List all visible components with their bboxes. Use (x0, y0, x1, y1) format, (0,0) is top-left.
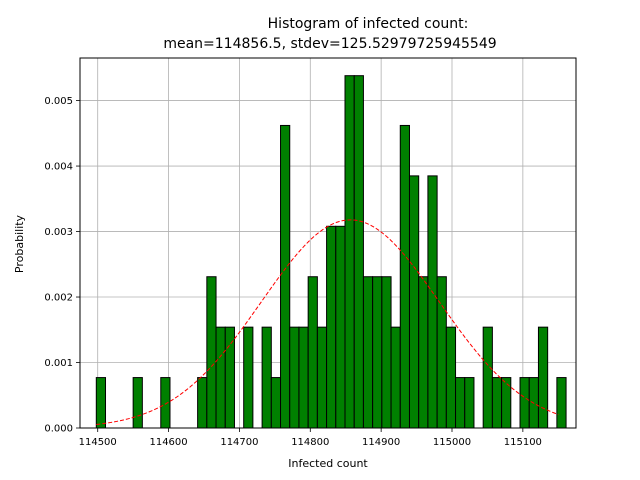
histogram-bar (436, 276, 447, 429)
x-axis-ticks: 114500 114600 114700 114800 114900 115000 1151… (79, 428, 542, 448)
chart-title-line2: mean=114856.5, stdev=125.52979725945549 (163, 36, 496, 52)
y-tick-label: 0.003 (44, 227, 73, 238)
histogram-bars (95, 75, 567, 429)
histogram-bar (270, 377, 282, 429)
histogram-bar (95, 377, 107, 429)
histogram-bar (335, 225, 346, 429)
histogram-bar (326, 225, 337, 429)
grid (80, 58, 576, 429)
histogram-bar (418, 276, 429, 429)
histogram-bar (372, 276, 383, 429)
histogram-bar (316, 326, 328, 429)
x-tick-label: 115000 (433, 437, 471, 448)
histogram-bar (243, 326, 254, 429)
histogram-bar (160, 377, 171, 429)
x-tick-label: 114800 (291, 437, 329, 448)
chart-title-line1: Histogram of infected count: (268, 16, 469, 32)
histogram-bar (537, 326, 549, 429)
x-tick-label: 114900 (362, 437, 400, 448)
histogram-bar (482, 326, 493, 429)
x-axis-label: Infected count (288, 457, 368, 470)
histogram-bar (344, 75, 355, 429)
histogram-bar (307, 276, 318, 429)
histogram-bar (408, 175, 420, 429)
histogram-bar (556, 377, 567, 429)
x-tick-label: 114700 (220, 437, 258, 448)
histogram-bar (215, 326, 226, 429)
y-tick-label: 0.000 (44, 424, 73, 435)
histogram-bar (362, 276, 374, 429)
histogram-bar (353, 75, 364, 429)
histogram-bar (501, 377, 512, 429)
x-tick-label: 115100 (504, 437, 542, 448)
x-tick-label: 114500 (79, 437, 117, 448)
histogram-bar (491, 377, 503, 429)
histogram-bar (427, 175, 438, 429)
histogram-bar (381, 276, 392, 429)
histogram-bar (289, 326, 300, 429)
x-tick-label: 114600 (149, 437, 187, 448)
y-axis-ticks: 0.000 0.001 0.002 0.003 0.004 0.005 (44, 96, 80, 435)
y-tick-label: 0.001 (44, 358, 73, 369)
histogram-bar (132, 377, 143, 429)
y-tick-label: 0.005 (44, 96, 73, 107)
histogram-bar (445, 326, 457, 429)
histogram-bar (298, 326, 309, 429)
y-axis-label: Probability (13, 214, 26, 273)
y-tick-label: 0.002 (44, 293, 73, 304)
histogram-bar (519, 377, 530, 429)
normal-fit-curve (96, 219, 559, 425)
histogram-bar (455, 377, 466, 429)
histogram-bar (280, 124, 291, 429)
histogram-bar (197, 377, 208, 429)
histogram-bar (464, 377, 475, 429)
histogram-bar (206, 276, 217, 429)
histogram-bar (399, 124, 410, 429)
y-tick-label: 0.004 (44, 162, 73, 173)
plot-frame (79, 57, 577, 429)
histogram-bar (261, 326, 272, 429)
histogram-bar (390, 326, 401, 429)
histogram-bar (224, 326, 235, 429)
